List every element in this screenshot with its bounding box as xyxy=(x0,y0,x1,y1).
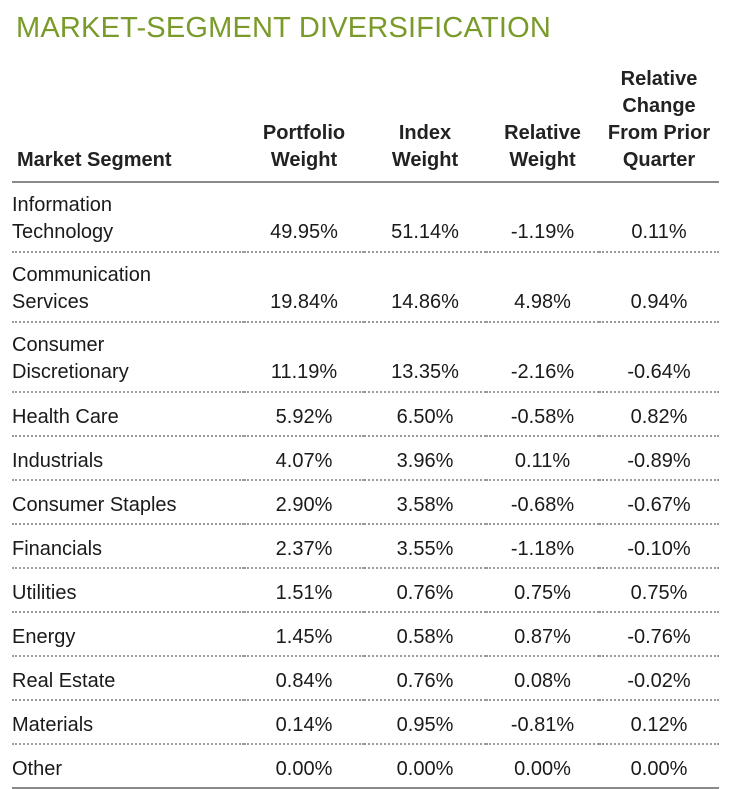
portfolio-weight-cell: 11.19% xyxy=(244,322,364,393)
segment-name-line: Technology xyxy=(12,221,114,243)
table-row: Other 0.00% 0.00% 0.00% 0.00% xyxy=(12,744,719,789)
table-row: Real Estate 0.84% 0.76% 0.08% -0.02% xyxy=(12,656,719,701)
relative-change-cell: 0.75% xyxy=(599,568,719,613)
table-row: Information Technology 49.95% 51.14% -1.19% 0… xyxy=(12,182,719,253)
index-weight-cell: 6.50% xyxy=(364,392,486,437)
relative-weight-cell: 0.75% xyxy=(486,568,599,613)
portfolio-weight-cell: 1.45% xyxy=(244,612,364,657)
segment-name-cell: Materials xyxy=(12,700,244,745)
portfolio-weight-cell: 2.37% xyxy=(244,524,364,569)
segment-name-cell: Other xyxy=(12,744,244,789)
portfolio-weight-cell: 19.84% xyxy=(244,252,364,323)
segment-name-line: Utilities xyxy=(12,582,77,604)
segment-name-line: Information xyxy=(12,194,113,216)
segment-name-line: Health Care xyxy=(12,406,119,428)
table-row: Energy 1.45% 0.58% 0.87% -0.76% xyxy=(12,612,719,657)
table-row: Consumer Discretionary 11.19% 13.35% -2.16% -… xyxy=(12,322,719,393)
table-header-row: Market Segment Portfolio Weight Index We… xyxy=(12,66,719,183)
table-row: Health Care 5.92% 6.50% -0.58% 0.82% xyxy=(12,392,719,437)
segment-name-line: Real Estate xyxy=(12,670,116,692)
header-market-segment: Market Segment xyxy=(12,66,244,183)
segment-name-line: Consumer Staples xyxy=(12,494,177,516)
segment-name-cell: Health Care xyxy=(12,392,244,437)
segment-name-line: Other xyxy=(12,758,63,780)
segment-name-line: Energy xyxy=(12,626,76,648)
portfolio-weight-cell: 49.95% xyxy=(244,182,364,253)
segment-name-line: Consumer xyxy=(12,334,105,356)
index-weight-cell: 3.96% xyxy=(364,436,486,481)
table-row: Materials 0.14% 0.95% -0.81% 0.12% xyxy=(12,700,719,745)
segment-name-cell: Communication Services xyxy=(12,252,244,323)
relative-change-cell: 0.82% xyxy=(599,392,719,437)
relative-change-cell: -0.02% xyxy=(599,656,719,701)
table-row: Communication Services 19.84% 14.86% 4.98% 0.… xyxy=(12,252,719,323)
segment-name-cell: Energy xyxy=(12,612,244,657)
relative-weight-cell: 0.11% xyxy=(486,436,599,481)
relative-change-cell: -0.64% xyxy=(599,322,719,393)
index-weight-cell: 3.55% xyxy=(364,524,486,569)
relative-change-cell: -0.89% xyxy=(599,436,719,481)
table-row: Consumer Staples 2.90% 3.58% -0.68% -0.67% xyxy=(12,480,719,525)
segment-name-line: Communication xyxy=(12,264,151,286)
index-weight-cell: 3.58% xyxy=(364,480,486,525)
table-body: Information Technology 49.95% 51.14% -1.19% 0… xyxy=(12,182,719,789)
relative-weight-cell: 4.98% xyxy=(486,252,599,323)
segment-name-line: Materials xyxy=(12,714,94,736)
relative-weight-cell: -0.58% xyxy=(486,392,599,437)
header-portfolio-weight: Portfolio Weight xyxy=(244,66,364,183)
relative-change-cell: -0.10% xyxy=(599,524,719,569)
relative-change-cell: 0.94% xyxy=(599,252,719,323)
segment-name-cell: Financials xyxy=(12,524,244,569)
relative-weight-cell: -0.81% xyxy=(486,700,599,745)
index-weight-cell: 51.14% xyxy=(364,182,486,253)
relative-weight-cell: 0.87% xyxy=(486,612,599,657)
index-weight-cell: 14.86% xyxy=(364,252,486,323)
header-index-weight: Index Weight xyxy=(364,66,486,183)
segment-name-line: Discretionary xyxy=(12,361,129,383)
index-weight-cell: 0.00% xyxy=(364,744,486,789)
relative-weight-cell: -1.19% xyxy=(486,182,599,253)
segment-name-line: Services xyxy=(12,291,89,313)
portfolio-weight-cell: 0.14% xyxy=(244,700,364,745)
index-weight-cell: 0.95% xyxy=(364,700,486,745)
page-title: MARKET-SEGMENT DIVERSIFICATION xyxy=(16,12,552,44)
index-weight-cell: 13.35% xyxy=(364,322,486,393)
relative-weight-cell: 0.00% xyxy=(486,744,599,789)
segment-name-cell: Consumer Staples xyxy=(12,480,244,525)
portfolio-weight-cell: 5.92% xyxy=(244,392,364,437)
segment-name-cell: Consumer Discretionary xyxy=(12,322,244,393)
segment-name-cell: Industrials xyxy=(12,436,244,481)
segment-name-cell: Real Estate xyxy=(12,656,244,701)
index-weight-cell: 0.76% xyxy=(364,656,486,701)
table-row: Financials 2.37% 3.55% -1.18% -0.10% xyxy=(12,524,719,569)
segment-name-cell: Information Technology xyxy=(12,182,244,253)
portfolio-weight-cell: 0.00% xyxy=(244,744,364,789)
table-row: Utilities 1.51% 0.76% 0.75% 0.75% xyxy=(12,568,719,613)
portfolio-weight-cell: 1.51% xyxy=(244,568,364,613)
segment-name-cell: Utilities xyxy=(12,568,244,613)
segment-name-line: Industrials xyxy=(12,450,104,472)
relative-change-cell: -0.67% xyxy=(599,480,719,525)
relative-weight-cell: 0.08% xyxy=(486,656,599,701)
index-weight-cell: 0.76% xyxy=(364,568,486,613)
index-weight-cell: 0.58% xyxy=(364,612,486,657)
relative-weight-cell: -0.68% xyxy=(486,480,599,525)
relative-change-cell: 0.00% xyxy=(599,744,719,789)
relative-change-cell: 0.12% xyxy=(599,700,719,745)
header-relative-weight: Relative Weight xyxy=(486,66,599,183)
segment-name-line: Financials xyxy=(12,538,103,560)
relative-weight-cell: -1.18% xyxy=(486,524,599,569)
header-relative-change: Relative Change From Prior Quarter xyxy=(599,66,719,183)
relative-weight-cell: -2.16% xyxy=(486,322,599,393)
portfolio-weight-cell: 0.84% xyxy=(244,656,364,701)
table-row: Industrials 4.07% 3.96% 0.11% -0.89% xyxy=(12,436,719,481)
relative-change-cell: 0.11% xyxy=(599,182,719,253)
portfolio-weight-cell: 2.90% xyxy=(244,480,364,525)
relative-change-cell: -0.76% xyxy=(599,612,719,657)
portfolio-weight-cell: 4.07% xyxy=(244,436,364,481)
market-segment-table: Market Segment Portfolio Weight Index We… xyxy=(12,66,719,789)
